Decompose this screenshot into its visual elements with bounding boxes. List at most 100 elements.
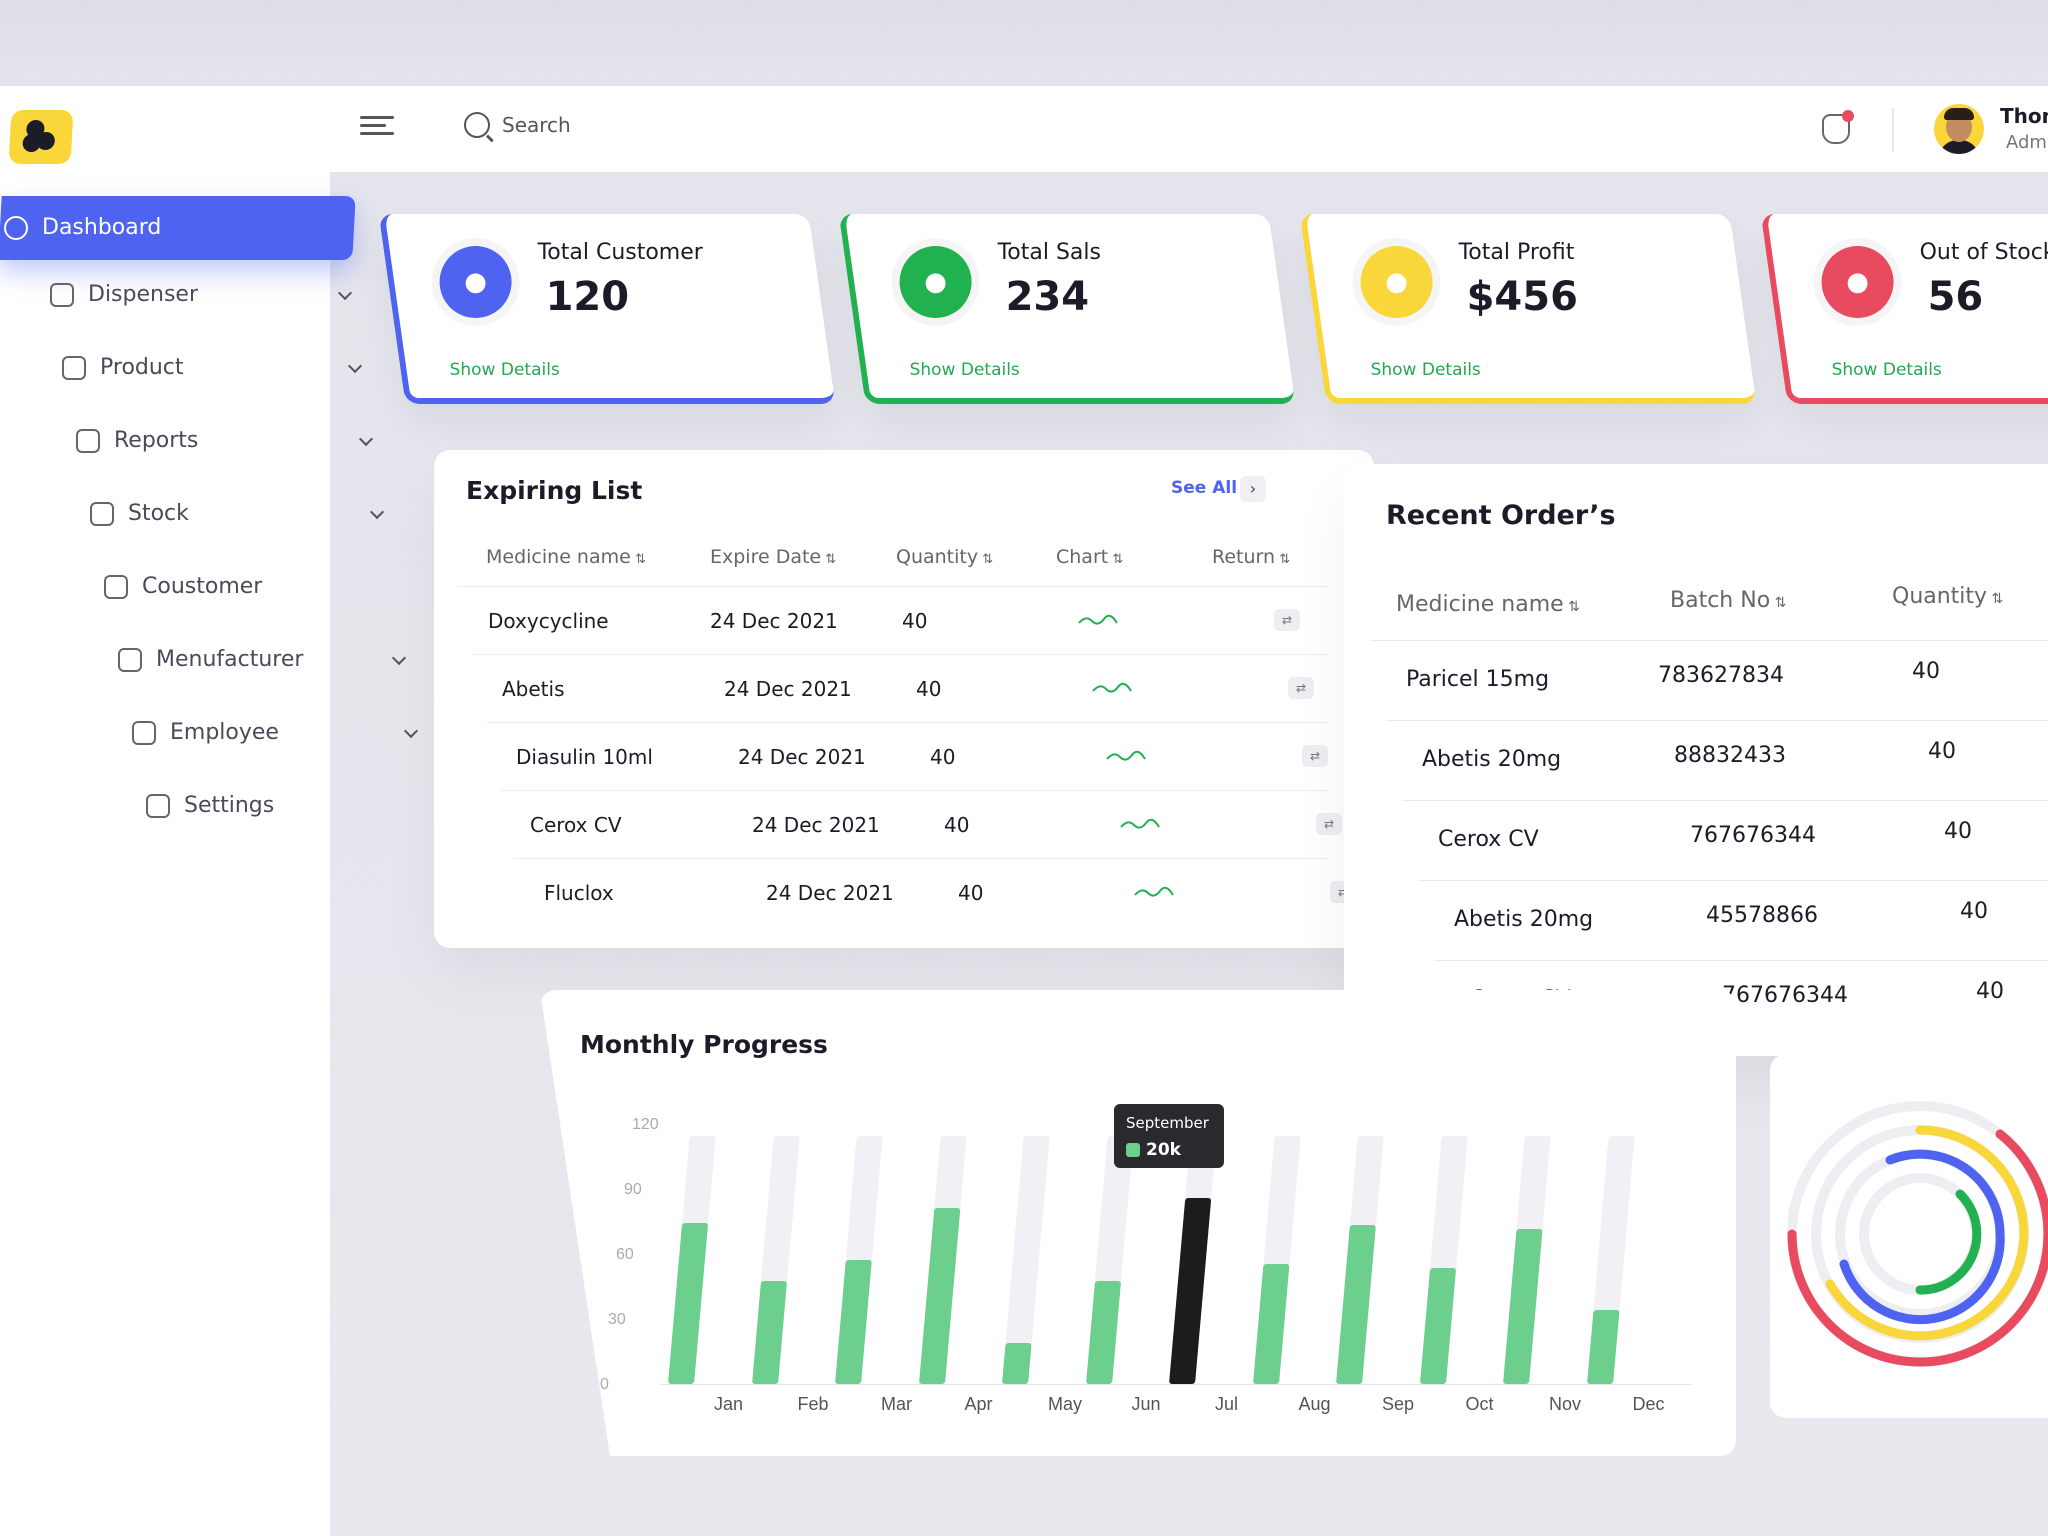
app-logo[interactable] xyxy=(8,110,74,164)
monthly-progress-title: Monthly Progress xyxy=(580,1030,828,1059)
table-row[interactable]: Paricel 15mg 783627834 40 xyxy=(1370,640,2048,720)
box-icon xyxy=(62,355,86,380)
quantity: 40 xyxy=(944,813,970,837)
table-row[interactable]: Doxycycline 24 Dec 2021 40 ⇄ xyxy=(458,586,1328,654)
users-icon xyxy=(104,574,128,599)
sidebar-item-label: Product xyxy=(100,355,184,380)
bar-chart-icon xyxy=(90,501,114,526)
column-header[interactable]: Return ⇅ xyxy=(1212,546,1291,568)
sidebar-item-label: Coustomer xyxy=(142,574,263,599)
x-tick-label: Jun xyxy=(1131,1394,1161,1414)
sidebar-item-stock[interactable]: Stock xyxy=(90,501,385,526)
quantity: 40 xyxy=(1976,979,2004,1004)
column-header[interactable]: Quantity ⇅ xyxy=(896,546,994,568)
table-row[interactable]: Abetis 24 Dec 2021 40 ⇄ xyxy=(472,654,1328,722)
sidebar-item-reports[interactable]: Reports xyxy=(76,428,373,453)
expire-date: 24 Dec 2021 xyxy=(766,881,894,905)
sidebar-item-menufacturer[interactable]: Menufacturer xyxy=(118,647,407,672)
chevron-down-icon xyxy=(369,504,385,520)
sidebar-item-label: Stock xyxy=(128,501,189,526)
header-divider xyxy=(1892,108,1894,152)
column-header[interactable]: Medicine name ⇅ xyxy=(486,546,646,568)
return-icon[interactable]: ⇄ xyxy=(1288,677,1314,699)
progress-ring-card xyxy=(1770,1054,2048,1418)
sidebar-item-settings[interactable]: Settings xyxy=(146,793,274,818)
show-details-link[interactable]: Show Details xyxy=(1370,360,1481,380)
show-details-link[interactable]: Show Details xyxy=(449,360,560,380)
table-row[interactable]: Fluclox 24 Dec 2021 40 ⇄ xyxy=(514,858,1356,926)
expire-date: 24 Dec 2021 xyxy=(724,677,852,701)
column-header[interactable]: Quantity ⇅ xyxy=(1892,584,2004,609)
sidebar-item-coustomer[interactable]: Coustomer xyxy=(104,574,262,599)
x-tick-label: Nov xyxy=(1549,1394,1582,1414)
monthly-progress-panel: Monthly Progress xyxy=(540,990,1736,1456)
table-row[interactable]: Abetis 20mg 45578866 40 xyxy=(1418,880,2048,960)
show-details-link[interactable]: Show Details xyxy=(1831,360,1942,380)
wallet-icon: ● xyxy=(1360,246,1433,318)
stat-card: ● Total Profit $456 Show Details xyxy=(1299,214,1757,404)
column-header[interactable]: Medicine name ⇅ xyxy=(1396,592,1580,617)
y-tick-label: 120 xyxy=(632,1116,659,1133)
table-row[interactable]: Cerox CV 767676344 40 xyxy=(1402,800,2048,880)
user-avatar[interactable] xyxy=(1934,104,1984,154)
recent-orders-title: Recent Order’s xyxy=(1386,500,1616,531)
medicine-name: Paricel 15mg xyxy=(1406,667,1550,692)
quantity: 40 xyxy=(1960,899,1988,924)
x-tick-label: Mar xyxy=(881,1394,912,1414)
medicine-name: Doxycycline xyxy=(488,609,609,633)
id-card-icon xyxy=(132,720,156,745)
table-row[interactable]: Abetis 20mg 88832433 40 xyxy=(1386,720,2048,800)
sidebar-item-dashboard[interactable]: Dashboard xyxy=(4,215,161,240)
sparkline-icon xyxy=(1092,682,1132,693)
batch-number: 783627834 xyxy=(1658,663,1784,688)
batch-number: 45578866 xyxy=(1706,903,1818,928)
sidebar-item-dispenser[interactable]: Dispenser xyxy=(50,282,353,307)
chevron-right-icon[interactable]: › xyxy=(1240,476,1266,502)
chevron-down-icon xyxy=(358,431,373,447)
x-tick-label: Feb xyxy=(797,1394,829,1414)
stat-card: ● Total Customer 120 Show Details xyxy=(378,214,836,404)
sidebar-item-employee[interactable]: Employee xyxy=(132,720,418,745)
batch-number: 88832433 xyxy=(1674,743,1786,768)
sidebar-item-label: Employee xyxy=(170,720,279,745)
notification-bell-icon[interactable] xyxy=(1822,110,1854,144)
x-tick-label: Apr xyxy=(964,1394,993,1414)
table-row[interactable]: Diasulin 10ml 24 Dec 2021 40 ⇄ xyxy=(486,722,1328,790)
users-icon: ● xyxy=(439,246,512,318)
search-bar[interactable]: Search xyxy=(464,112,571,138)
clipboard-icon xyxy=(76,428,100,453)
sparkline-icon xyxy=(1078,614,1118,625)
column-header[interactable]: Expire Date ⇅ xyxy=(710,546,837,568)
medicine-name: Abetis 20mg xyxy=(1422,747,1562,772)
x-tick-label: May xyxy=(1048,1394,1083,1414)
see-all-link[interactable]: See All xyxy=(1171,478,1238,498)
return-icon[interactable]: ⇄ xyxy=(1316,813,1342,835)
sidebar-item-label: Settings xyxy=(184,793,275,818)
stat-card: ● Total Sals 234 Show Details xyxy=(838,214,1296,404)
sparkline-icon xyxy=(1134,886,1174,897)
column-header[interactable]: Chart ⇅ xyxy=(1056,546,1124,568)
table-row[interactable]: Cerox CV 24 Dec 2021 40 ⇄ xyxy=(500,790,1342,858)
medicine-name: Abetis 20mg xyxy=(1454,907,1594,932)
sidebar-item-label: Dispenser xyxy=(88,282,198,307)
chevron-down-icon xyxy=(392,650,407,666)
sort-icon: ⇅ xyxy=(1275,552,1291,567)
user-name: Thomas xyxy=(2000,104,2048,128)
expiring-list-title: Expiring List xyxy=(466,476,643,505)
sidebar-item-label: Reports xyxy=(114,428,199,453)
chart-bar[interactable] xyxy=(1002,1342,1032,1384)
y-tick-label: 30 xyxy=(608,1311,626,1328)
hamburger-menu-icon[interactable] xyxy=(360,116,394,140)
sidebar-item-product[interactable]: Product xyxy=(62,355,362,380)
top-bar xyxy=(0,86,2048,172)
y-tick-label: 60 xyxy=(616,1246,634,1263)
column-header[interactable]: Batch No ⇅ xyxy=(1670,588,1787,613)
show-details-link[interactable]: Show Details xyxy=(909,360,1020,380)
sort-icon: ⇅ xyxy=(1563,599,1580,615)
tooltip-month: September xyxy=(1126,1114,1209,1132)
sort-icon: ⇅ xyxy=(630,552,646,567)
quantity: 40 xyxy=(1944,819,1972,844)
sort-icon: ⇅ xyxy=(978,552,994,567)
return-icon[interactable]: ⇄ xyxy=(1274,609,1300,631)
return-icon[interactable]: ⇄ xyxy=(1302,745,1328,767)
